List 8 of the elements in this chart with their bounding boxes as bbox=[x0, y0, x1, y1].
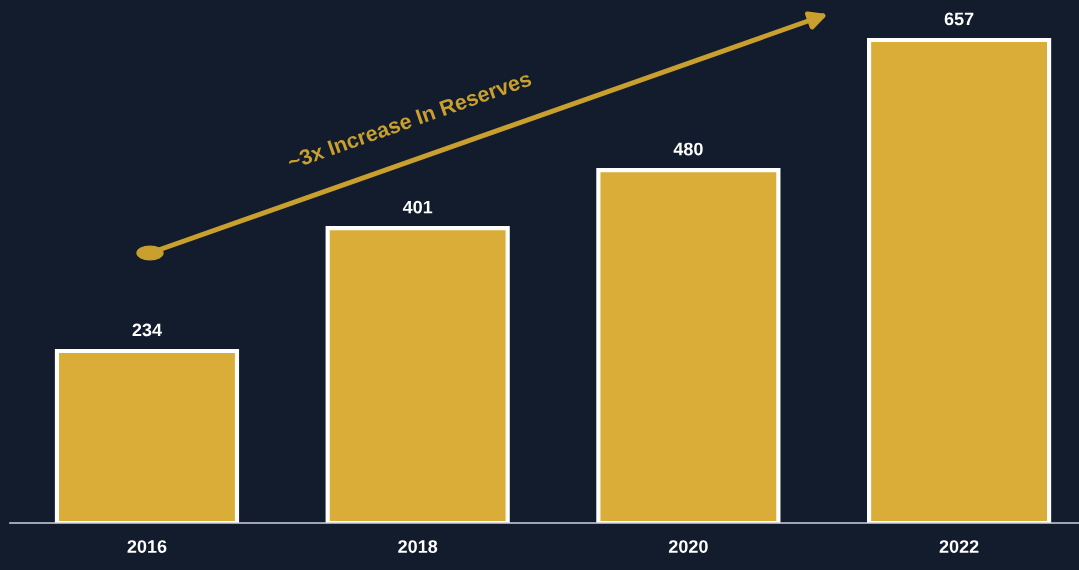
data-label: 234 bbox=[132, 323, 162, 337]
x-tick-label: 2020 bbox=[668, 540, 708, 553]
data-label: 657 bbox=[944, 12, 974, 26]
x-tick-label: 2022 bbox=[939, 540, 979, 553]
x-tick-label: 2016 bbox=[127, 540, 167, 553]
data-label: 401 bbox=[402, 200, 433, 214]
x-tick-label: 2018 bbox=[398, 540, 438, 553]
data-label: 480 bbox=[673, 142, 703, 156]
